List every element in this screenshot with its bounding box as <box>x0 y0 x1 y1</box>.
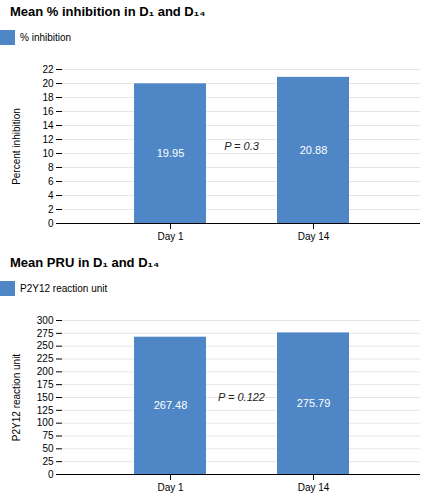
svg-text:20.88: 20.88 <box>300 144 328 156</box>
svg-text:P = 0.3: P = 0.3 <box>224 140 260 152</box>
svg-text:300: 300 <box>37 315 54 326</box>
html-text:Mean % inhibition in D₁ and D₁: Mean % inhibition in D₁ and D₁₄ <box>10 4 206 19</box>
svg-text:P2Y12 reaction unit: P2Y12 reaction unit <box>11 354 22 442</box>
svg-text:75: 75 <box>42 430 54 441</box>
svg-text:125: 125 <box>37 405 54 416</box>
svg-text:175: 175 <box>37 379 54 390</box>
svg-text:250: 250 <box>37 340 54 351</box>
svg-text:Day 14: Day 14 <box>298 482 330 493</box>
svg-text:Day 14: Day 14 <box>298 231 330 242</box>
svg-text:100: 100 <box>37 417 54 428</box>
svg-text:6: 6 <box>48 176 54 187</box>
svg-text:Day 1: Day 1 <box>157 231 184 242</box>
svg-text:0: 0 <box>48 469 54 480</box>
svg-text:22: 22 <box>42 64 54 75</box>
svg-text:50: 50 <box>42 443 54 454</box>
svg-text:20: 20 <box>42 78 54 89</box>
svg-text:14: 14 <box>42 120 54 131</box>
svg-text:275.79: 275.79 <box>297 397 331 409</box>
svg-text:4: 4 <box>48 190 54 201</box>
svg-text:Day 1: Day 1 <box>157 482 184 493</box>
svg-text:200: 200 <box>37 366 54 377</box>
svg-text:12: 12 <box>42 134 54 145</box>
html-text:P2Y12 reaction unit: P2Y12 reaction unit <box>20 283 108 294</box>
svg-text:16: 16 <box>42 106 54 117</box>
svg-text:18: 18 <box>42 92 54 103</box>
svg-text:267.48: 267.48 <box>154 399 188 411</box>
svg-text:0: 0 <box>48 218 54 229</box>
svg-text:25: 25 <box>42 456 54 467</box>
html-text:% inhibition: % inhibition <box>20 32 72 43</box>
svg-text:2: 2 <box>48 204 54 215</box>
svg-text:Percent inhibition: Percent inhibition <box>11 108 22 185</box>
svg-text:8: 8 <box>48 162 54 173</box>
svg-text:P = 0.122: P = 0.122 <box>218 391 265 403</box>
svg-text:19.95: 19.95 <box>157 147 185 159</box>
html-text:Mean PRU in D₁ and D₁₄: Mean PRU in D₁ and D₁₄ <box>10 255 160 270</box>
svg-text:275: 275 <box>37 328 54 339</box>
svg-text:225: 225 <box>37 353 54 364</box>
svg-text:10: 10 <box>42 148 54 159</box>
svg-text:150: 150 <box>37 392 54 403</box>
